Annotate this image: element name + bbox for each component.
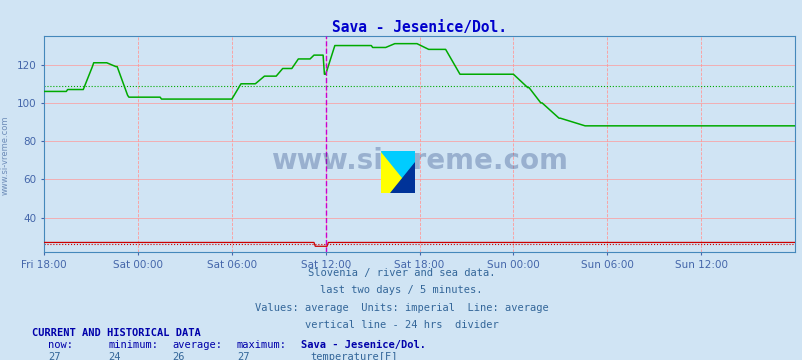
Text: www.si-vreme.com: www.si-vreme.com bbox=[271, 147, 567, 175]
Text: Slovenia / river and sea data.: Slovenia / river and sea data. bbox=[307, 268, 495, 278]
Text: www.si-vreme.com: www.si-vreme.com bbox=[1, 115, 10, 194]
Text: 27: 27 bbox=[48, 352, 61, 360]
Text: minimum:: minimum: bbox=[108, 340, 158, 350]
Text: 26: 26 bbox=[172, 352, 185, 360]
Polygon shape bbox=[381, 151, 415, 193]
Text: average:: average: bbox=[172, 340, 222, 350]
Text: maximum:: maximum: bbox=[237, 340, 286, 350]
Text: temperature[F]: temperature[F] bbox=[310, 352, 397, 360]
Text: 24: 24 bbox=[108, 352, 121, 360]
Text: vertical line - 24 hrs  divider: vertical line - 24 hrs divider bbox=[304, 320, 498, 330]
Polygon shape bbox=[390, 162, 415, 193]
Text: 27: 27 bbox=[237, 352, 249, 360]
Text: last two days / 5 minutes.: last two days / 5 minutes. bbox=[320, 285, 482, 296]
Text: Values: average  Units: imperial  Line: average: Values: average Units: imperial Line: av… bbox=[254, 303, 548, 313]
Text: Sava - Jesenice/Dol.: Sava - Jesenice/Dol. bbox=[301, 340, 426, 350]
Text: CURRENT AND HISTORICAL DATA: CURRENT AND HISTORICAL DATA bbox=[32, 328, 200, 338]
Title: Sava - Jesenice/Dol.: Sava - Jesenice/Dol. bbox=[332, 20, 506, 35]
Polygon shape bbox=[381, 151, 415, 193]
Text: now:: now: bbox=[48, 340, 73, 350]
